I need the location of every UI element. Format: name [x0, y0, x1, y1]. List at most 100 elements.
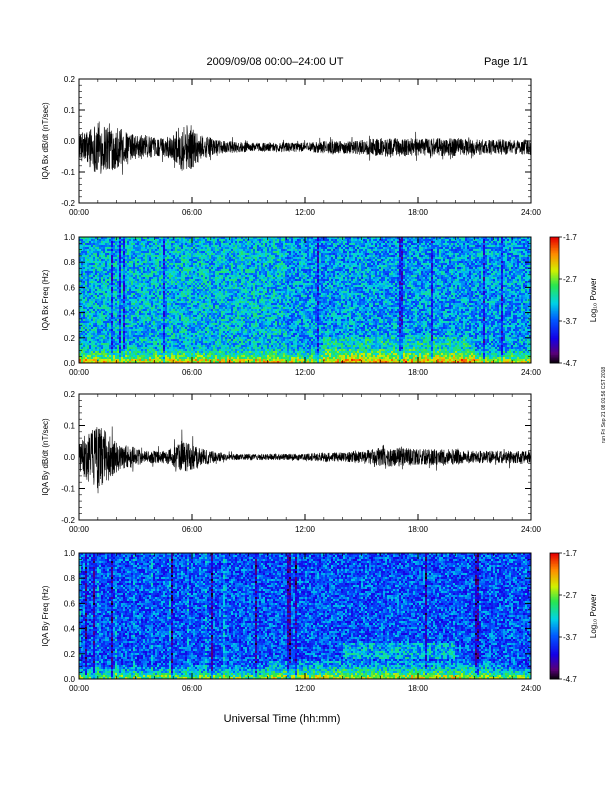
spectrogram-cell: [219, 259, 221, 261]
spectrogram-cell: [143, 245, 145, 247]
spectrogram-cell: [109, 323, 111, 325]
spectrogram-cell: [93, 255, 95, 257]
spectrogram-cell: [165, 295, 167, 297]
spectrogram-cell: [185, 293, 187, 295]
spectrogram-cell: [137, 285, 139, 287]
spectrogram-cell: [185, 335, 187, 337]
spectrogram-cell: [209, 305, 211, 307]
spectrogram-cell: [121, 343, 123, 345]
spectrogram-cell: [145, 333, 147, 335]
spectrogram-cell: [109, 287, 111, 289]
spectrogram-cell: [105, 341, 107, 343]
spectrogram-cell: [141, 299, 143, 301]
spectrogram-cell: [135, 265, 137, 267]
spectrogram-cell: [197, 289, 199, 291]
spectrogram-cell: [151, 275, 153, 277]
spectrogram-cell: [97, 267, 99, 269]
spectrogram-cell: [143, 267, 145, 269]
spectrogram-cell: [191, 315, 193, 317]
spectrogram-cell: [161, 347, 163, 349]
spectrogram-cell: [159, 257, 161, 259]
spectrogram-cell: [133, 297, 135, 299]
spectrogram-cell: [157, 269, 159, 271]
spectrogram-cell: [101, 293, 103, 295]
spectrogram-cell: [97, 327, 99, 329]
spectrogram-cell: [121, 333, 123, 335]
spectrogram-cell: [155, 325, 157, 327]
spectrogram-cell: [231, 297, 233, 299]
spectrogram-cell: [119, 261, 121, 263]
spectrogram-cell: [201, 263, 203, 265]
spectrogram-cell: [81, 339, 83, 341]
spectrogram-cell: [153, 331, 155, 333]
spectrogram-cell: [151, 339, 153, 341]
spectrogram-cell: [173, 249, 175, 251]
spectrogram-cell: [197, 269, 199, 271]
spectrogram-cell: [139, 309, 141, 311]
spectrogram-cell: [231, 295, 233, 297]
spectrogram-cell: [127, 247, 129, 249]
spectrogram-cell: [229, 243, 231, 245]
spectrogram-cell: [219, 263, 221, 265]
spectrogram-cell: [177, 287, 179, 289]
spectrogram-cell: [175, 349, 177, 351]
spectrogram-cell: [169, 291, 171, 293]
spectrogram-cell: [153, 339, 155, 341]
spectrogram-cell: [231, 335, 233, 337]
spectrogram-cell: [203, 317, 205, 319]
spectrogram-cell: [167, 245, 169, 247]
spectrogram-cell: [223, 285, 225, 287]
spectrogram-cell: [131, 325, 133, 327]
spectrogram-cell: [179, 275, 181, 277]
spectrogram-cell: [179, 317, 181, 319]
spectrogram-cell: [165, 315, 167, 317]
spectrogram-cell: [133, 337, 135, 339]
spectrogram-cell: [185, 307, 187, 309]
spectrogram-cell: [191, 301, 193, 303]
spectrogram-cell: [193, 309, 195, 311]
spectrogram-cell: [93, 351, 95, 353]
spectrogram-cell: [123, 255, 125, 257]
spectrogram-cell: [121, 255, 123, 257]
spectrogram-cell: [201, 353, 203, 355]
spectrogram-cell: [189, 327, 191, 329]
spectrogram-cell: [131, 265, 133, 267]
spectrogram-cell: [141, 283, 143, 285]
spectrogram-cell: [219, 337, 221, 339]
spectrogram-cell: [119, 253, 121, 255]
spectrogram-cell: [107, 299, 109, 301]
spectrogram-cell: [105, 357, 107, 359]
spectrogram-cell: [161, 357, 163, 359]
spectrogram-cell: [125, 273, 127, 275]
spectrogram-cell: [145, 261, 147, 263]
spectrogram-cell: [97, 329, 99, 331]
spectrogram-cell: [185, 341, 187, 343]
spectrogram-cell: [85, 351, 87, 353]
spectrogram-cell: [205, 271, 207, 273]
spectrogram-cell: [219, 257, 221, 259]
spectrogram-cell: [95, 239, 97, 241]
spectrogram-cell: [145, 325, 147, 327]
spectrogram-cell: [233, 243, 235, 245]
spectrogram-cell: [83, 265, 85, 267]
spectrogram-cell: [85, 285, 87, 287]
spectrogram-cell: [121, 241, 123, 243]
spectrogram-cell: [105, 307, 107, 309]
spectrogram-cell: [119, 345, 121, 347]
spectrogram-cell: [135, 243, 137, 245]
spectrogram-cell: [183, 339, 185, 341]
spectrogram-cell: [117, 343, 119, 345]
spectrogram-cell: [127, 289, 129, 291]
spectrogram-cell: [189, 301, 191, 303]
spectrogram-cell: [119, 263, 121, 265]
spectrogram-cell: [117, 277, 119, 279]
spectrogram-cell: [109, 243, 111, 245]
spectrogram-cell: [129, 331, 131, 333]
spectrogram-cell: [115, 287, 117, 289]
spectrogram-cell: [111, 285, 113, 287]
spectrogram-cell: [179, 269, 181, 271]
spectrogram-cell: [123, 277, 125, 279]
spectrogram-cell: [201, 309, 203, 311]
spectrogram-cell: [103, 341, 105, 343]
spectrogram-cell: [187, 301, 189, 303]
